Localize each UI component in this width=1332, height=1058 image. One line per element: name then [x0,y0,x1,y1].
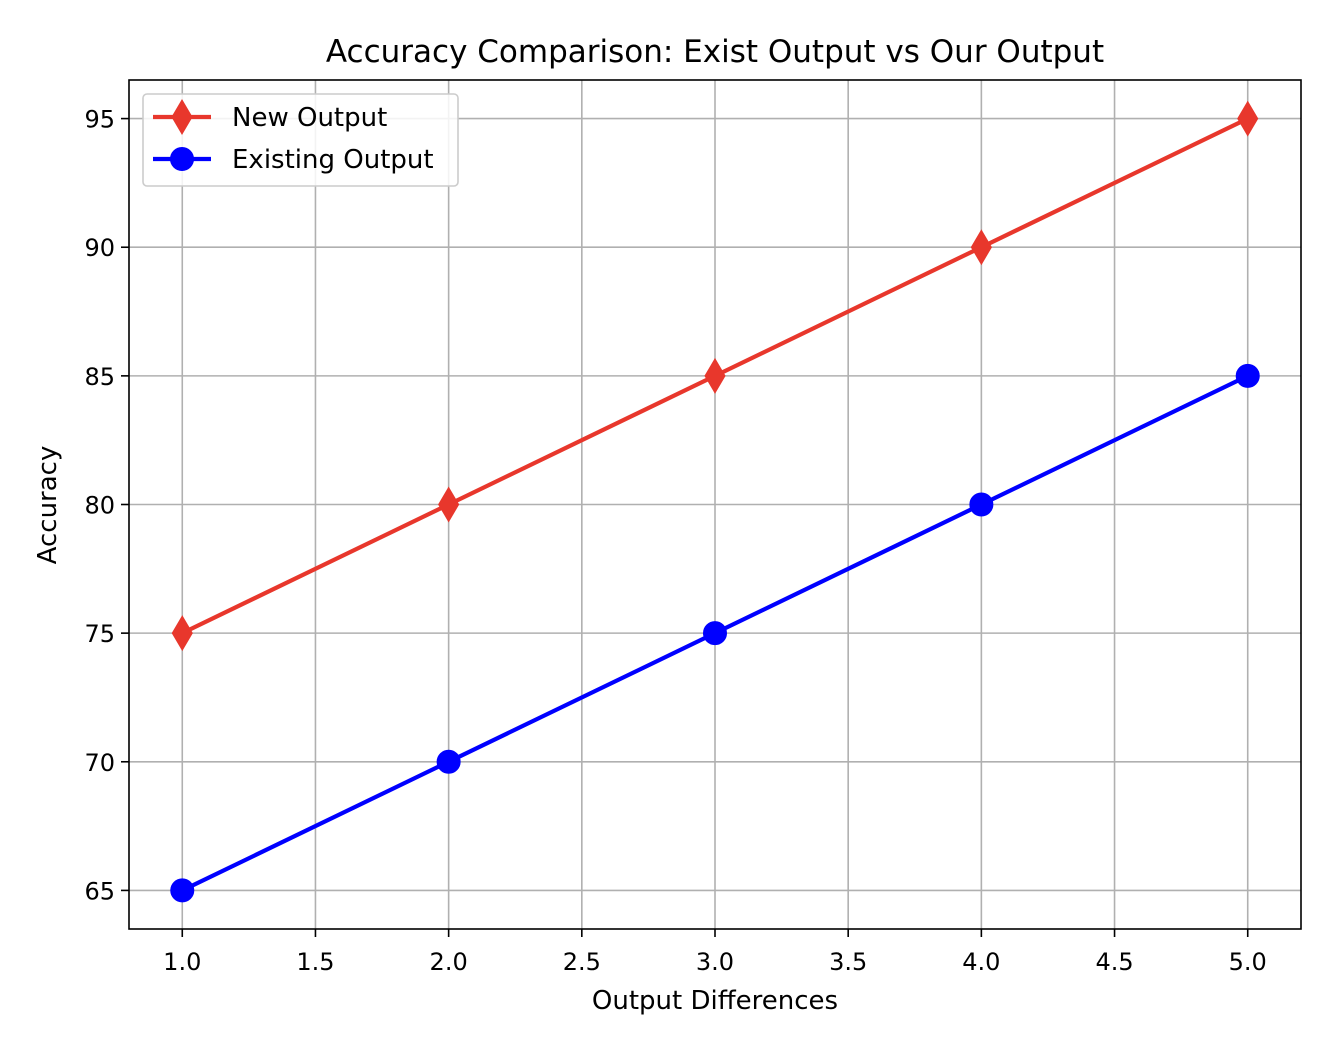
x-axis-label: Output Differences [592,986,838,1016]
data-point [170,878,195,903]
y-tick-label: 85 [84,363,115,391]
series-new-output [171,100,1259,652]
data-point [704,357,726,394]
series-existing-output [170,363,1260,903]
data-point [436,749,461,774]
y-tick-label: 80 [84,492,115,520]
chart-title: Accuracy Comparison: Exist Output vs Our… [326,34,1104,70]
y-tick-label: 70 [84,749,115,777]
x-tick-label: 3.5 [829,948,867,976]
data-point [969,492,994,517]
data-point [1235,363,1260,388]
x-tick-label: 2.0 [430,948,468,976]
data-point [438,486,460,523]
data-point [1237,100,1259,137]
x-tick-label: 4.5 [1095,948,1133,976]
x-tick-label: 2.5 [563,948,601,976]
legend: New Output Existing Output [142,93,459,187]
data-point [703,621,727,646]
legend-marker [171,99,193,135]
legend-label: Existing Output [232,145,434,175]
y-tick-label: 65 [84,877,115,905]
legend-marker [170,147,194,171]
x-tick-label: 4.0 [962,948,1000,976]
series-layer [170,100,1260,903]
x-tick-label: 5.0 [1229,948,1267,976]
x-axis-ticks: 1.0 1.5 2.0 2.5 3.0 3.5 4.0 4.5 5.0 [163,929,1267,976]
data-point [171,615,193,652]
y-tick-label: 95 [84,106,115,134]
legend-entry: Existing Output [153,145,434,175]
y-axis-label: Accuracy [33,446,63,565]
y-axis-ticks: 65 70 75 80 85 90 95 [84,106,129,905]
x-tick-label: 1.0 [163,948,201,976]
y-tick-label: 90 [84,234,115,262]
legend-box [142,93,459,187]
data-point [970,229,992,266]
y-tick-label: 75 [84,620,115,648]
legend-entry: New Output [153,99,387,135]
legend-label: New Output [232,103,387,133]
x-tick-label: 1.5 [296,948,334,976]
x-tick-label: 3.0 [696,948,734,976]
